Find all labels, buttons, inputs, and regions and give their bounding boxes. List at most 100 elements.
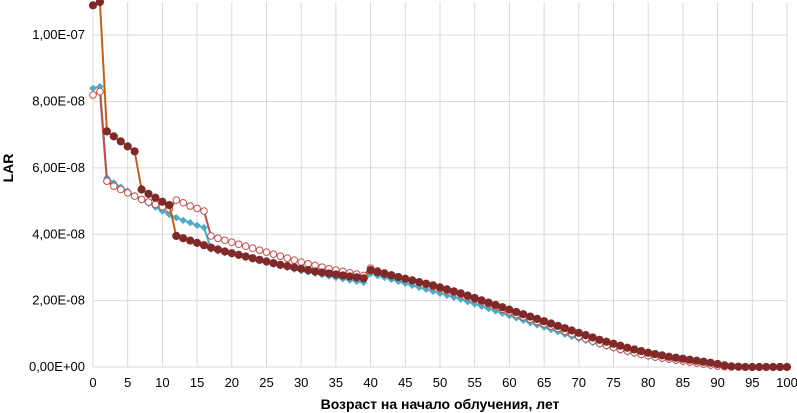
x-tick-label: 10	[155, 375, 169, 390]
data-point	[415, 277, 424, 287]
data-point	[678, 354, 688, 363]
data-point	[775, 362, 785, 372]
data-point	[595, 335, 604, 344]
data-point	[671, 353, 681, 362]
data-point	[512, 307, 521, 317]
data-point	[262, 248, 271, 256]
data-point	[727, 362, 736, 371]
data-point	[477, 296, 486, 305]
data-point	[463, 291, 472, 300]
y-tick-label: 4,00E-08	[32, 226, 85, 241]
data-point	[401, 274, 410, 283]
x-tick-label: 0	[89, 375, 96, 390]
y-tick-label: 6,00E-08	[32, 160, 85, 175]
x-axis-tick-labels: 0 5 10 15 20 25 30 35 40 45 50 55 60 65 70 75 80 85 90 95 10…	[89, 375, 797, 390]
data-point	[428, 281, 438, 290]
data-point	[762, 362, 771, 372]
data-point	[193, 238, 202, 247]
data-point	[248, 254, 257, 263]
data-point	[207, 232, 215, 240]
data-point	[144, 198, 153, 206]
x-tick-label: 95	[745, 375, 759, 390]
data-point	[380, 269, 389, 278]
data-point	[505, 305, 514, 314]
data-point	[574, 328, 583, 337]
data-point	[317, 268, 327, 277]
data-point	[179, 234, 188, 243]
data-point	[172, 213, 180, 222]
data-point	[123, 188, 132, 197]
data-point	[359, 274, 368, 283]
series-dark-filled-circle	[88, 0, 792, 372]
data-point	[269, 250, 278, 258]
data-point	[179, 198, 188, 207]
data-point	[692, 356, 701, 365]
data-point	[338, 271, 347, 280]
x-tick-label: 40	[363, 375, 377, 390]
data-point	[89, 84, 97, 92]
data-point	[685, 355, 694, 364]
data-point	[172, 231, 181, 241]
data-point	[713, 359, 722, 369]
data-point	[193, 221, 201, 230]
data-point	[449, 287, 458, 296]
data-point	[95, 0, 105, 7]
data-point	[88, 1, 98, 10]
data-point	[234, 250, 243, 259]
data-point	[116, 137, 125, 146]
data-point	[110, 182, 118, 190]
data-point	[664, 352, 674, 361]
data-point	[262, 257, 271, 266]
data-point	[269, 259, 278, 268]
data-point	[283, 262, 292, 271]
data-point	[248, 244, 257, 253]
data-point	[706, 358, 715, 367]
data-point	[408, 276, 417, 285]
data-point	[214, 234, 222, 243]
data-point	[602, 337, 611, 346]
data-point	[609, 339, 618, 348]
data-point	[276, 252, 285, 260]
x-axis-title: Возраст на начало облучения, лет	[321, 396, 560, 412]
x-tick-label: 65	[537, 375, 551, 390]
data-point	[331, 270, 340, 279]
data-point	[567, 326, 576, 335]
data-point	[130, 192, 139, 200]
y-axis-title: LAR	[0, 154, 16, 183]
data-point	[748, 362, 757, 372]
x-tick-label: 5	[124, 375, 131, 390]
data-point	[144, 189, 153, 198]
data-point	[297, 258, 306, 266]
data-point	[720, 361, 729, 370]
data-point	[137, 185, 146, 194]
x-tick-label: 80	[641, 375, 655, 390]
data-point	[228, 238, 236, 247]
data-point	[394, 272, 403, 282]
x-tick-label: 30	[294, 375, 308, 390]
data-point	[200, 223, 208, 232]
data-point	[373, 268, 382, 277]
x-tick-label: 60	[502, 375, 516, 390]
data-point	[199, 241, 209, 250]
data-point	[387, 271, 396, 280]
data-point	[734, 362, 743, 371]
series-layer	[88, 0, 792, 372]
y-tick-label: 8,00E-08	[32, 94, 85, 109]
x-tick-label: 35	[329, 375, 343, 390]
data-point	[782, 362, 792, 372]
x-tick-label: 45	[398, 375, 412, 390]
data-point	[172, 196, 181, 204]
data-point	[227, 249, 236, 258]
y-axis-tick-labels: 0,00E+00 2,00E-08 4,00E-08 6,00E-08 8,00E-08…	[29, 27, 85, 374]
data-point	[290, 263, 299, 272]
data-point	[179, 216, 187, 225]
data-point	[186, 202, 194, 210]
data-point	[491, 300, 500, 310]
data-point	[581, 331, 590, 340]
y-tick-label: 2,00E-08	[32, 293, 85, 308]
x-tick-label: 100	[776, 375, 797, 390]
data-point	[213, 245, 223, 254]
data-point	[657, 351, 667, 360]
data-point	[498, 303, 507, 312]
